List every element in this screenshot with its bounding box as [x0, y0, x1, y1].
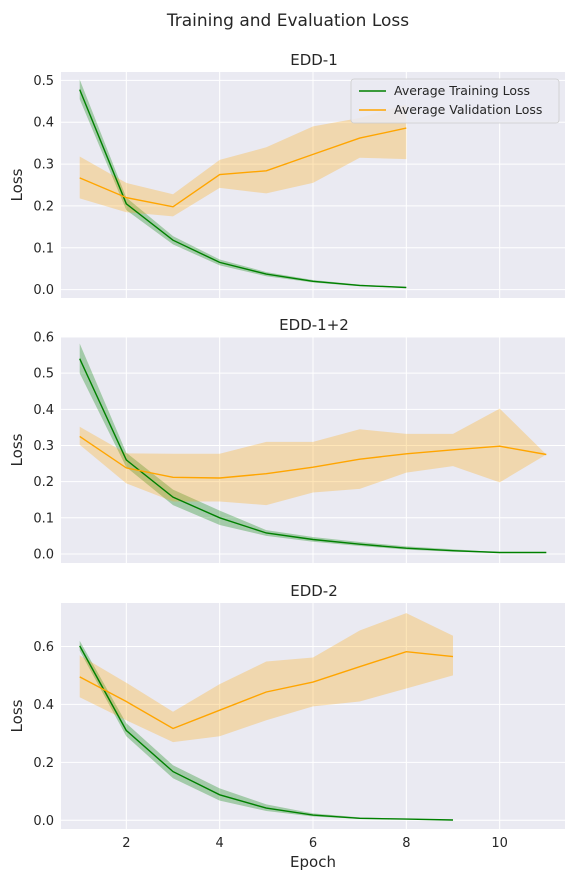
- validation-loss-line: [79, 650, 454, 730]
- y-tick-label: 0.4: [33, 403, 54, 418]
- training-loss-line: [79, 645, 454, 821]
- series-lines: [79, 645, 454, 821]
- y-axis-label: Loss: [8, 433, 26, 466]
- y-tick-label: 0.6: [33, 640, 54, 655]
- y-tick-label: 0.6: [33, 331, 54, 346]
- validation-loss-line: [79, 435, 547, 479]
- validation-confidence-band: [79, 613, 453, 743]
- y-axis-label: Loss: [8, 168, 26, 201]
- panel-edd-1: 0.0 0.1 0.2 0.3 0.4 0.5 EDD-1 Loss Average Tr…: [8, 51, 565, 298]
- confidence-bands: [79, 613, 453, 821]
- validation-loss-line: [79, 127, 407, 208]
- x-tick-label: 4: [216, 836, 224, 851]
- figure-title: Training and Evaluation Loss: [166, 11, 409, 31]
- grid: [61, 603, 565, 829]
- y-tick-label: 0.1: [33, 241, 54, 256]
- training-loss-line: [79, 358, 547, 554]
- x-tick-label: 8: [402, 836, 410, 851]
- y-tick-label: 0.5: [33, 367, 54, 382]
- confidence-bands: [79, 79, 407, 288]
- x-tick-label: 6: [309, 836, 317, 851]
- confidence-bands: [79, 343, 547, 553]
- y-tick-label: 0.2: [33, 756, 54, 771]
- y-tick-label: 0.4: [33, 698, 54, 713]
- legend-label-training: Average Training Loss: [394, 83, 530, 98]
- x-tick-label: 10: [491, 836, 508, 851]
- y-tick-label: 0.0: [33, 547, 54, 562]
- tick-labels: 0.0 0.1 0.2 0.3 0.4 0.5 0.6: [33, 331, 54, 563]
- legend: Average Training Loss Average Validation…: [350, 78, 560, 124]
- training-loss-line: [79, 89, 407, 289]
- validation-confidence-band: [79, 104, 407, 217]
- training-confidence-band: [79, 343, 547, 553]
- panel-edd-2: 0.0 0.2 0.4 0.6 2 4 6 8 10 EDD-2 Loss Epoch: [8, 582, 565, 871]
- series-lines: [79, 358, 547, 554]
- x-tick-label: 2: [122, 836, 130, 851]
- y-tick-label: 0.3: [33, 158, 54, 173]
- y-tick-label: 0.1: [33, 511, 54, 526]
- legend-box: [350, 78, 560, 124]
- training-confidence-band: [79, 640, 453, 821]
- panel-title: EDD-1: [290, 51, 338, 69]
- tick-labels: 0.0 0.2 0.4 0.6 2 4 6 8 10: [33, 640, 508, 851]
- y-tick-label: 0.3: [33, 439, 54, 454]
- panel-title: EDD-2: [290, 582, 338, 600]
- panel-title: EDD-1+2: [279, 316, 349, 334]
- y-tick-label: 0.2: [33, 199, 54, 214]
- y-tick-label: 0.2: [33, 475, 54, 490]
- legend-label-validation: Average Validation Loss: [394, 102, 542, 117]
- y-tick-label: 0.4: [33, 116, 54, 131]
- x-axis-label: Epoch: [290, 853, 336, 871]
- y-axis-label: Loss: [8, 699, 26, 732]
- y-tick-label: 0.0: [33, 283, 54, 298]
- validation-confidence-band: [79, 408, 547, 506]
- tick-labels: 0.0 0.1 0.2 0.3 0.4 0.5: [33, 74, 54, 298]
- panel-edd-1-2: 0.0 0.1 0.2 0.3 0.4 0.5 0.6 EDD-1+2 Loss: [8, 316, 565, 563]
- series-lines: [79, 89, 407, 289]
- y-tick-label: 0.5: [33, 74, 54, 89]
- y-tick-label: 0.0: [33, 814, 54, 829]
- grid: [61, 336, 565, 563]
